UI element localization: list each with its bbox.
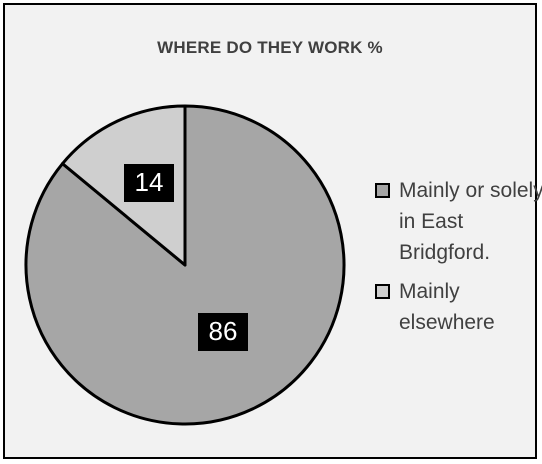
legend-label-east-bridgford: Mainly or solely in East Bridgford. [399, 179, 542, 264]
legend-swatch-elsewhere [375, 284, 390, 299]
data-label-box-0 [198, 313, 248, 351]
legend-item-elsewhere: Mainly elsewhere [375, 276, 542, 338]
data-label-0: 86 [198, 313, 248, 351]
data-label-box-1 [124, 164, 174, 202]
legend-label-elsewhere: Mainly elsewhere [399, 280, 495, 334]
data-label-1: 14 [124, 164, 174, 202]
pie-chart: 86 14 [24, 104, 346, 426]
legend-swatch-east-bridgford [375, 183, 390, 198]
chart-frame: WHERE DO THEY WORK % 86 14 Mainly or sole… [3, 3, 542, 459]
data-label-text-0: 86 [209, 316, 238, 346]
pie-slice-1 [60, 104, 187, 267]
chart-legend: Mainly or solely in East Bridgford. Main… [375, 175, 542, 346]
chart-title: WHERE DO THEY WORK % [157, 38, 383, 57]
data-label-text-1: 14 [135, 167, 164, 197]
legend-item-east-bridgford: Mainly or solely in East Bridgford. [375, 175, 542, 268]
